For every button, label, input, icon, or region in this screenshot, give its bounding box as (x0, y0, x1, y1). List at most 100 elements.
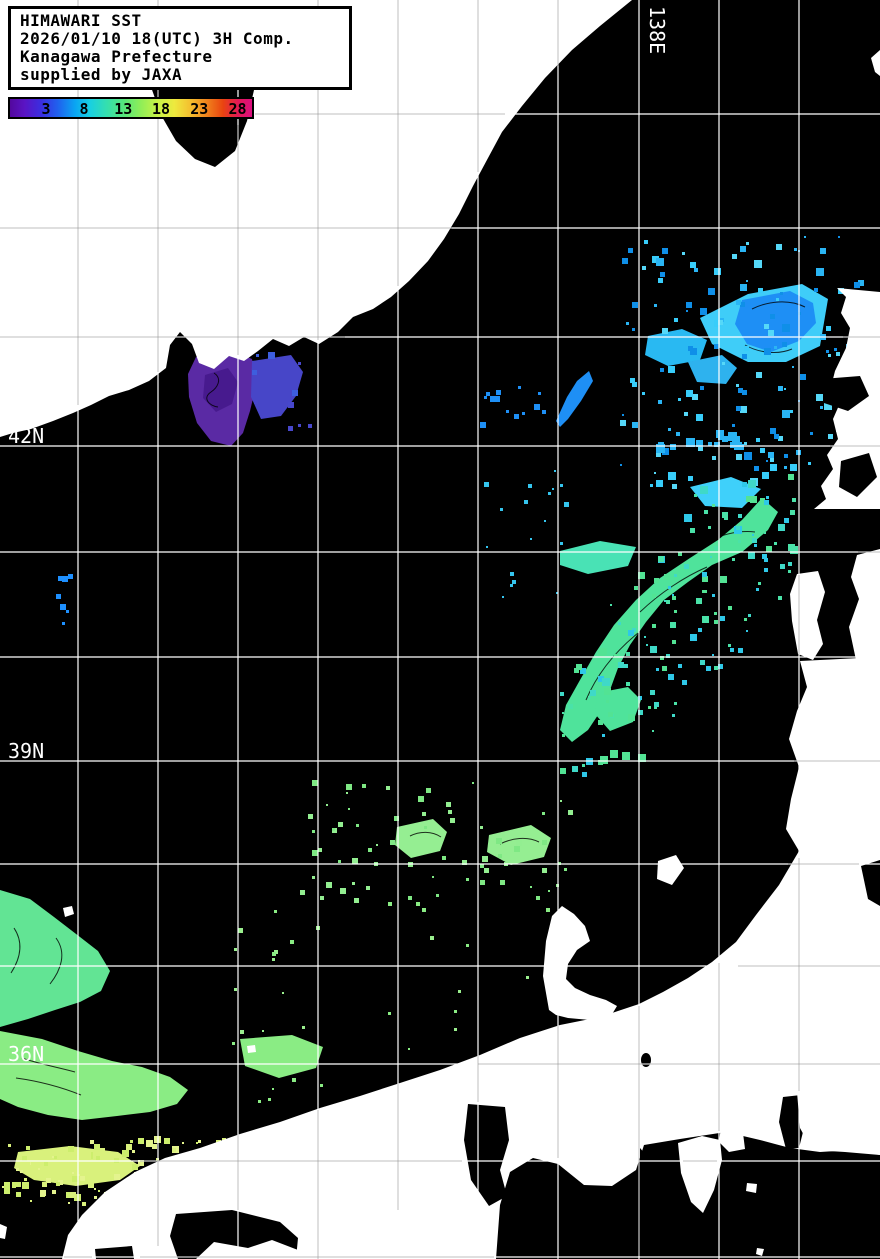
sst-speckle (560, 768, 566, 774)
sst-speckle (674, 574, 677, 577)
sst-speckle (654, 472, 656, 474)
sst-speckle (522, 412, 525, 415)
sst-speckle (778, 436, 783, 441)
sst-speckle (274, 1066, 277, 1069)
sst-speckle (774, 542, 777, 545)
sst-speckle (658, 278, 663, 283)
sst-speckle (560, 692, 564, 696)
product-title: HIMAWARI SST (20, 11, 142, 30)
sst-speckle (626, 682, 630, 686)
sst-speckle (820, 406, 823, 409)
sst-speckle (530, 886, 532, 888)
sst-speckle (716, 430, 724, 438)
colorbar-tick: 8 (79, 100, 89, 118)
sst-speckle (810, 432, 813, 435)
sst-speckle (560, 542, 563, 545)
sst-speckle (666, 654, 670, 658)
sst-speckle (750, 496, 757, 503)
sst-speckle (480, 826, 483, 829)
land-aomori-east (849, 549, 880, 660)
sst-speckle (560, 800, 562, 802)
sst-speckle (386, 786, 390, 790)
sst-speckle (152, 1144, 157, 1149)
sst-speckle (408, 896, 412, 900)
sst-speckle (782, 410, 790, 418)
sst-speckle (618, 662, 624, 668)
sst-speckle (422, 908, 426, 912)
sst-speckle (462, 860, 467, 865)
sst-speckle (738, 540, 741, 543)
sst-speckle (736, 300, 741, 305)
sst-speckle (736, 454, 742, 460)
sst-speckle (828, 434, 833, 439)
sst-speckle (272, 952, 276, 956)
sst-speckle (338, 822, 343, 827)
sst-speckle (690, 262, 696, 268)
sst-speckle (562, 734, 565, 737)
sst-speckle (292, 390, 298, 396)
sst-speckle (704, 590, 707, 593)
sst-speckle (308, 814, 313, 819)
sst-speckle (708, 526, 711, 529)
sst-speckle (674, 318, 678, 322)
sst-speckle (326, 882, 332, 888)
sst-speckle (442, 856, 446, 860)
sst-speckle (98, 1190, 100, 1192)
land-honshu (62, 657, 880, 1259)
sst-patch-38n-green (395, 819, 447, 858)
sst-speckle (710, 556, 712, 558)
sst-speckle (756, 372, 762, 378)
sst-patch-layer (0, 236, 880, 1259)
sst-speckle (780, 292, 783, 295)
sst-speckle (622, 414, 624, 416)
sst-speckle (450, 818, 455, 823)
sst-speckle (732, 558, 735, 561)
sst-speckle (486, 392, 490, 396)
sst-speckle (662, 448, 669, 455)
sst-speckle (548, 492, 551, 495)
product-region: Kanagawa Prefecture (20, 47, 213, 66)
sst-patch-green-band (560, 498, 778, 742)
sst-speckle (40, 1170, 43, 1173)
sst-speckle (770, 314, 775, 319)
sst-speckle (800, 374, 806, 380)
sst-speckle (696, 598, 702, 604)
sst-speckle (790, 464, 797, 471)
sst-speckle (346, 784, 352, 790)
colorbar-tick: 13 (114, 100, 133, 118)
sst-speckle (766, 546, 772, 552)
sst-speckle (498, 854, 502, 858)
sst-speckle (56, 1182, 60, 1186)
sst-speckle (674, 702, 677, 705)
sst-speckle (784, 454, 788, 458)
sst-speckle (268, 1098, 271, 1101)
sst-speckle (788, 570, 791, 573)
sst-speckle (714, 620, 718, 624)
sst-speckle (338, 860, 341, 863)
land-tsushima-edge (0, 1224, 7, 1239)
sst-speckle (672, 594, 674, 596)
product-source: supplied by JAXA (20, 65, 183, 84)
sst-speckle (52, 1156, 54, 1158)
sst-speckle (722, 362, 725, 365)
sst-speckle (572, 766, 578, 772)
sst-speckle (598, 760, 603, 765)
sst-speckle (666, 600, 670, 604)
sst-speckle (542, 812, 545, 815)
sst-speckle (692, 394, 698, 400)
temperature-colorbar: 3 8 13 18 23 28 (8, 97, 254, 119)
sst-speckle (68, 574, 73, 579)
sst-speckle (606, 700, 609, 703)
sst-speckle (770, 428, 776, 434)
sst-speckle (794, 248, 797, 251)
sst-speckle (808, 462, 811, 465)
land-coast-sliver (871, 50, 880, 76)
sst-speckle (742, 482, 747, 487)
sst-speckle (712, 594, 715, 597)
sst-speckle (58, 1180, 63, 1185)
sst-speckle (368, 848, 372, 852)
sst-speckle (700, 308, 707, 315)
sst-speckle (714, 442, 719, 447)
sst-speckle (292, 1078, 296, 1082)
sst-speckle (298, 362, 301, 365)
